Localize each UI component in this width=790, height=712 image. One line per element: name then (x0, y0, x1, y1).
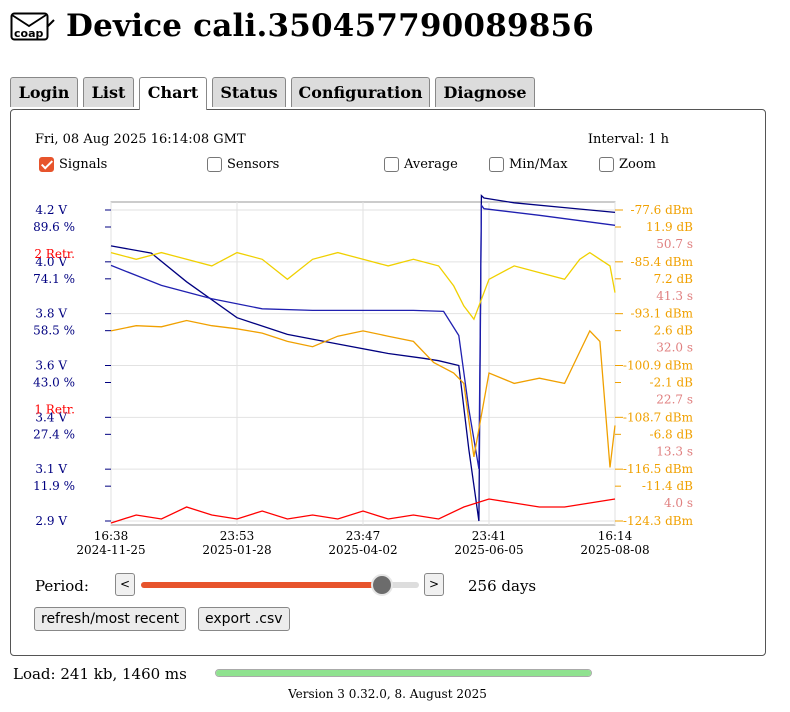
y-tick-voltage: 4.0 V (35, 255, 67, 269)
y2-tick-db: 7.2 dB (654, 272, 694, 286)
tab-login[interactable]: Login (10, 77, 78, 107)
signals-label: Signals (59, 157, 108, 172)
y-tick-percent: 89.6 % (33, 220, 75, 234)
x-tick-date: 2025-06-05 (454, 543, 523, 557)
y-tick-percent: 58.5 % (33, 324, 75, 338)
checkbox-box[interactable] (39, 157, 54, 172)
y2-tick-seconds: 41.3 s (656, 289, 693, 303)
series-line-percent (110, 203, 616, 470)
series-line-voltage (110, 194, 616, 522)
export-csv-button[interactable]: export .csv (198, 607, 290, 631)
y2-tick-dbm: -77.6 dBm (631, 203, 694, 217)
y2-tick-seconds: 4.0 s (664, 496, 693, 510)
coap-logo-icon: coap (10, 12, 55, 41)
y2-tick-db: 2.6 dB (654, 324, 694, 338)
load-progress-fill (216, 670, 591, 676)
tab-chart[interactable]: Chart (139, 77, 207, 110)
zoom-label: Zoom (619, 157, 657, 172)
y2-tick-dbm: -93.1 dBm (631, 307, 694, 321)
x-tick-time: 16:38 (94, 529, 129, 543)
y2-tick-db: -6.8 dB (650, 427, 694, 441)
load-stats: Load: 241 kb, 1460 ms (13, 665, 187, 683)
y2-tick-dbm: -116.5 dBm (623, 462, 694, 476)
signals-chart[interactable]: 4.2 V 89.6 % 4.0 V 74.1 % 2 Retr. 3.8 V 58.5 %… (11, 110, 765, 560)
timestamp: Fri, 08 Aug 2025 16:14:08 GMT (35, 132, 246, 147)
y-tick-voltage: 3.4 V (35, 410, 67, 424)
sensors-label: Sensors (227, 157, 280, 172)
y-tick-percent: 11.9 % (33, 479, 75, 493)
x-tick-time: 23:41 (472, 529, 507, 543)
tab-list[interactable]: List (83, 77, 134, 107)
checkbox-box[interactable] (384, 157, 399, 172)
x-tick-time: 23:47 (346, 529, 381, 543)
y-tick-percent: 74.1 % (33, 272, 75, 286)
period-days: 256 days (468, 577, 537, 595)
period-prev-button[interactable]: < (115, 573, 135, 596)
checkbox-box[interactable] (599, 157, 614, 172)
chart-panel: Fri, 08 Aug 2025 16:14:08 GMT Interval: … (10, 109, 766, 656)
load-progress-bar (215, 669, 592, 677)
period-slider[interactable] (141, 574, 419, 596)
tab-diagnose[interactable]: Diagnose (435, 77, 535, 107)
average-label: Average (404, 157, 458, 172)
x-tick-date: 2025-01-28 (202, 543, 271, 557)
x-tick-date: 2025-08-08 (580, 543, 649, 557)
y2-tick-db: -2.1 dB (650, 376, 694, 390)
y2-tick-dbm: -108.7 dBm (623, 410, 694, 424)
y-tick-voltage: 3.1 V (35, 462, 67, 476)
x-tick-date: 2025-04-02 (328, 543, 397, 557)
average-checkbox[interactable]: Average (384, 157, 458, 172)
y-tick-retr: 1 Retr. (34, 402, 75, 416)
x-tick-date: 2024-11-25 (76, 543, 145, 557)
period-label: Period: (35, 577, 89, 595)
version-info: Version 3 0.32.0, 8. August 2025 (288, 687, 487, 701)
series-line-rssi (110, 251, 616, 321)
y-tick-voltage: 3.8 V (35, 307, 67, 321)
x-tick-time: 16:14 (598, 529, 633, 543)
page-title: Device cali.350457790089856 (66, 8, 595, 44)
y2-tick-seconds: 22.7 s (656, 393, 693, 407)
series-line-snr (110, 319, 616, 468)
y2-tick-db: -11.4 dB (642, 479, 693, 493)
tab-status[interactable]: Status (212, 77, 286, 107)
interval-label: Interval: 1 h (587, 132, 669, 147)
y2-tick-seconds: 13.3 s (656, 444, 693, 458)
y2-tick-dbm: -100.9 dBm (623, 359, 694, 373)
x-tick-time: 23:53 (220, 529, 255, 543)
y-tick-voltage: 4.2 V (35, 203, 67, 217)
refresh-button[interactable]: refresh/most recent (34, 607, 187, 631)
signals-checkbox[interactable]: Signals (39, 157, 107, 172)
minmax-label: Min/Max (509, 157, 568, 172)
slider-fill (141, 582, 383, 588)
y-tick-retr: 2 Retr. (34, 247, 75, 261)
checkbox-box[interactable] (489, 157, 504, 172)
y-tick-voltage: 3.6 V (35, 359, 67, 373)
y-tick-voltage: 2.9 V (35, 514, 67, 528)
checkbox-box[interactable] (207, 157, 222, 172)
tab-configuration[interactable]: Configuration (291, 77, 430, 107)
zoom-checkbox[interactable]: Zoom (599, 157, 656, 172)
y2-tick-dbm: -124.3 dBm (623, 514, 694, 528)
minmax-checkbox[interactable]: Min/Max (489, 157, 568, 172)
svg-text:coap: coap (14, 27, 44, 40)
period-next-button[interactable]: > (424, 573, 444, 596)
y-tick-percent: 27.4 % (33, 427, 75, 441)
y2-tick-db: 11.9 dB (646, 220, 693, 234)
sensors-checkbox[interactable]: Sensors (207, 157, 279, 172)
y2-tick-dbm: -85.4 dBm (631, 255, 694, 269)
y2-tick-seconds: 32.0 s (656, 341, 693, 355)
y2-tick-seconds: 50.7 s (656, 237, 693, 251)
y-tick-percent: 43.0 % (33, 376, 75, 390)
series-line-retransmissions (110, 498, 616, 524)
slider-thumb[interactable] (371, 574, 394, 596)
